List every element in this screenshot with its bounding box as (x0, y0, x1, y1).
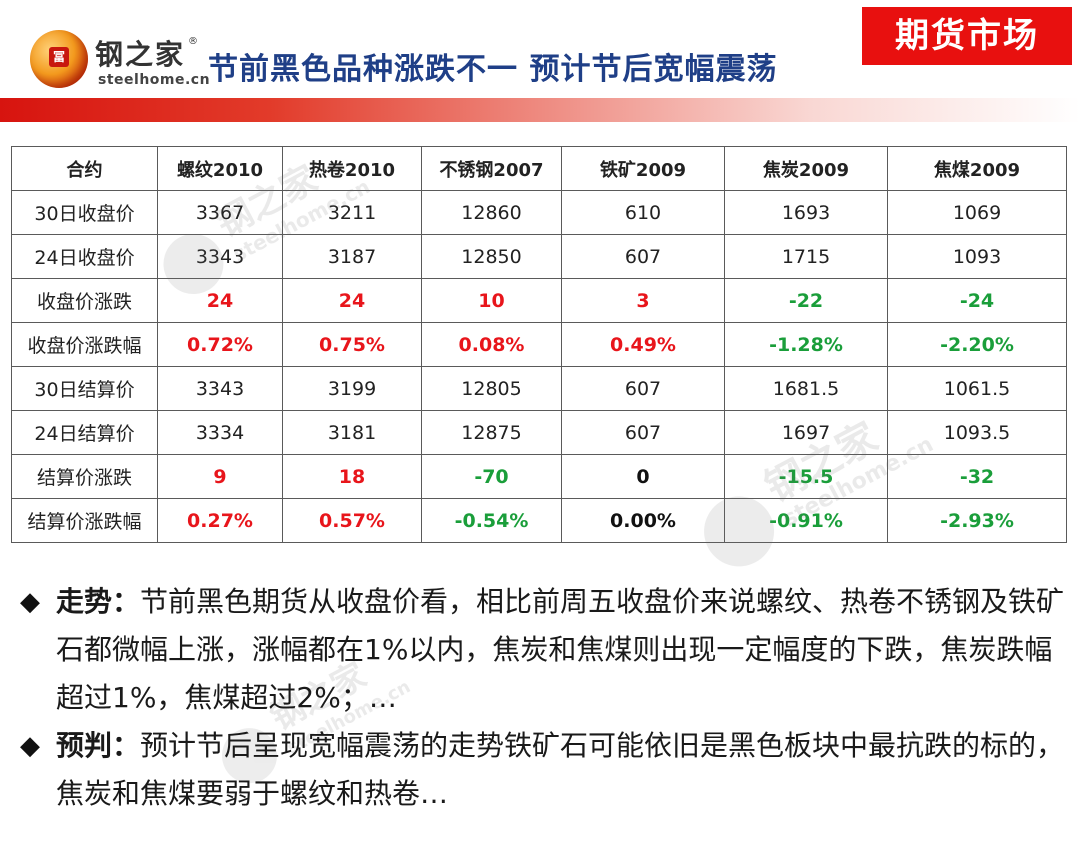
table-cell: 12805 (421, 366, 562, 411)
header-iron-ore: 铁矿2009 (561, 146, 725, 191)
logo-seal-icon: 冨 (49, 47, 69, 67)
table-cell: 1069 (887, 190, 1067, 235)
table-cell: -1.28% (724, 322, 888, 367)
table-cell: 1693 (724, 190, 888, 235)
row-label: 24日收盘价 (11, 234, 158, 279)
bullet-trend: ◆ 走势：节前黑色期货从收盘价看，相比前周五收盘价来说螺纹、热卷不锈钢及铁矿石都… (18, 578, 1073, 722)
futures-table-wrapper: 合约 螺纹2010 热卷2010 不锈钢2007 铁矿2009 焦炭2009 焦… (11, 146, 1067, 543)
table-cell: 0.75% (282, 322, 422, 367)
diamond-bullet-icon: ◆ (20, 587, 40, 617)
table-body: 30日收盘价 3367 3211 12860 610 1693 1069 24日收盘价 3343… (11, 190, 1067, 543)
logo-name: 钢之家 (95, 38, 186, 71)
table-cell: 9 (157, 454, 283, 499)
table-cell: 607 (561, 366, 725, 411)
bullet-trend-label: 走势： (56, 585, 141, 618)
table-cell: 12860 (421, 190, 562, 235)
table-cell: 0.00% (561, 498, 725, 543)
table-cell: -32 (887, 454, 1067, 499)
row-label: 结算价涨跌 (11, 454, 158, 499)
header-hot-coil: 热卷2010 (282, 146, 422, 191)
bullet-trend-text: 节前黑色期货从收盘价看，相比前周五收盘价来说螺纹、热卷不锈钢及铁矿石都微幅上涨，… (56, 585, 1065, 714)
table-cell: 610 (561, 190, 725, 235)
table-cell: 0.08% (421, 322, 562, 367)
table-cell: 0.57% (282, 498, 422, 543)
table-cell: 0.49% (561, 322, 725, 367)
section-badge: 期货市场 (862, 7, 1072, 65)
table-cell: -22 (724, 278, 888, 323)
table-row: 结算价涨跌 9 18 -70 0 -15.5 -32 (11, 454, 1067, 499)
table-cell: 1681.5 (724, 366, 888, 411)
table-row: 收盘价涨跌 24 24 10 3 -22 -24 (11, 278, 1067, 323)
table-cell: 18 (282, 454, 422, 499)
table-cell: -0.91% (724, 498, 888, 543)
table-cell: 607 (561, 234, 725, 279)
table-cell: 1093 (887, 234, 1067, 279)
table-row: 结算价涨跌幅 0.27% 0.57% -0.54% 0.00% -0.91% -2.93% (11, 498, 1067, 543)
table-cell: 1061.5 (887, 366, 1067, 411)
table-cell: 607 (561, 410, 725, 455)
table-cell: 0 (561, 454, 725, 499)
table-cell: -70 (421, 454, 562, 499)
table-cell: -0.54% (421, 498, 562, 543)
commentary: ◆ 走势：节前黑色期货从收盘价看，相比前周五收盘价来说螺纹、热卷不锈钢及铁矿石都… (18, 578, 1073, 818)
registered-mark: ® (188, 36, 198, 47)
logo-domain: steelhome.cn (98, 72, 211, 88)
table-cell: 0.27% (157, 498, 283, 543)
header-coking-coal: 焦煤2009 (887, 146, 1067, 191)
table-cell: 10 (421, 278, 562, 323)
bullet-forecast: ◆ 预判：预计节后呈现宽幅震荡的走势铁矿石可能依旧是黑色板块中最抗跌的标的，焦炭… (18, 722, 1073, 818)
header-coke: 焦炭2009 (724, 146, 888, 191)
header-stainless: 不锈钢2007 (421, 146, 562, 191)
table-header-row: 合约 螺纹2010 热卷2010 不锈钢2007 铁矿2009 焦炭2009 焦… (11, 146, 1067, 191)
table-cell: 3199 (282, 366, 422, 411)
table-cell: 24 (282, 278, 422, 323)
header-red-bar (0, 98, 1080, 122)
diamond-bullet-icon: ◆ (20, 731, 40, 761)
table-cell: 12850 (421, 234, 562, 279)
table-cell: 3367 (157, 190, 283, 235)
table-cell: -24 (887, 278, 1067, 323)
table-cell: 0.72% (157, 322, 283, 367)
header-contract: 合约 (11, 146, 158, 191)
header: 冨 钢之家 ® steelhome.cn 节前黑色品种涨跌不一 预计节后宽幅震荡… (0, 0, 1080, 125)
header-rebar: 螺纹2010 (157, 146, 283, 191)
row-label: 收盘价涨跌 (11, 278, 158, 323)
table-cell: 3211 (282, 190, 422, 235)
futures-table: 合约 螺纹2010 热卷2010 不锈钢2007 铁矿2009 焦炭2009 焦… (11, 146, 1067, 543)
table-cell: 3334 (157, 410, 283, 455)
table-cell: 12875 (421, 410, 562, 455)
table-cell: 3187 (282, 234, 422, 279)
table-cell: 24 (157, 278, 283, 323)
table-cell: 3 (561, 278, 725, 323)
row-label: 30日收盘价 (11, 190, 158, 235)
table-row: 收盘价涨跌幅 0.72% 0.75% 0.08% 0.49% -1.28% -2.20% (11, 322, 1067, 367)
table-cell: 1715 (724, 234, 888, 279)
row-label: 24日结算价 (11, 410, 158, 455)
bullet-forecast-label: 预判： (56, 729, 141, 762)
table-row: 30日收盘价 3367 3211 12860 610 1693 1069 (11, 190, 1067, 235)
table-row: 30日结算价 3343 3199 12805 607 1681.5 1061.5 (11, 366, 1067, 411)
row-label: 结算价涨跌幅 (11, 498, 158, 543)
table-row: 24日收盘价 3343 3187 12850 607 1715 1093 (11, 234, 1067, 279)
table-cell: 1093.5 (887, 410, 1067, 455)
table-cell: -2.20% (887, 322, 1067, 367)
table-row: 24日结算价 3334 3181 12875 607 1697 1093.5 (11, 410, 1067, 455)
table-cell: 3181 (282, 410, 422, 455)
row-label: 收盘价涨跌幅 (11, 322, 158, 367)
bullet-forecast-text: 预计节后呈现宽幅震荡的走势铁矿石可能依旧是黑色板块中最抗跌的标的，焦炭和焦煤要弱… (56, 729, 1065, 810)
table-cell: 1697 (724, 410, 888, 455)
table-cell: -15.5 (724, 454, 888, 499)
row-label: 30日结算价 (11, 366, 158, 411)
table-cell: -2.93% (887, 498, 1067, 543)
table-cell: 3343 (157, 234, 283, 279)
page-title: 节前黑色品种涨跌不一 预计节后宽幅震荡 (208, 52, 778, 87)
table-cell: 3343 (157, 366, 283, 411)
